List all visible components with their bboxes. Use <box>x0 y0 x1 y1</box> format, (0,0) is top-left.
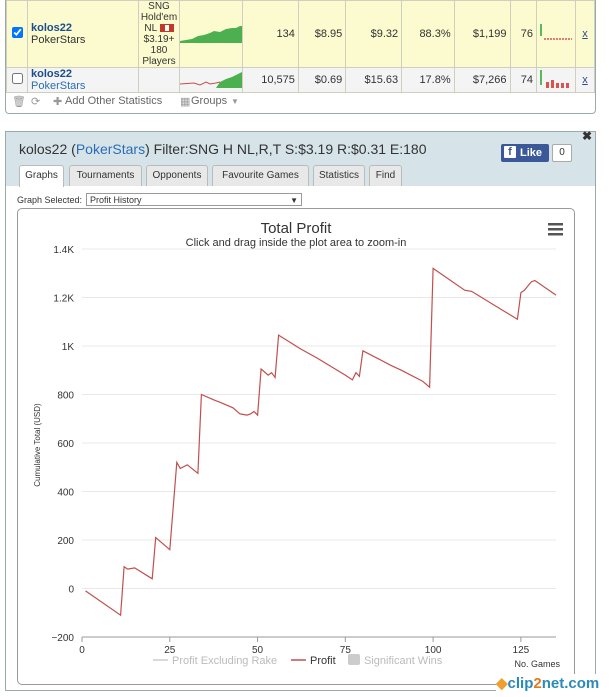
menu-icon-bar <box>548 233 563 236</box>
x-tick-label: 75 <box>340 645 352 656</box>
chevron-down-icon: ▼ <box>290 196 298 205</box>
graph-select[interactable]: Profit History ▼ <box>86 193 302 206</box>
legend-marker-significant-wins <box>348 654 360 665</box>
y-tick-label: 800 <box>57 391 74 402</box>
avg-profit: $9.32 <box>345 0 403 68</box>
game-description: SNG Hold'em NL $3.19+ 180 Players <box>138 0 180 68</box>
x-tick-label: 0 <box>79 645 85 656</box>
avg-buyin: $8.95 <box>297 0 347 68</box>
menu-icon-bar <box>548 223 563 226</box>
menu-icon-bar <box>548 228 563 231</box>
tab-tournaments[interactable]: Tournaments <box>69 165 142 186</box>
refresh-icon[interactable]: ⟳ <box>31 96 41 108</box>
add-other-statistics-button[interactable]: Add Other Statistics <box>65 95 163 107</box>
total-profit: $1,199 <box>453 0 511 68</box>
avg-buyin: $0.69 <box>297 67 347 93</box>
y-tick-label: 200 <box>57 536 74 547</box>
chart-subtitle: Click and drag inside the plot area to z… <box>186 237 407 249</box>
delete-row-link[interactable]: x <box>582 28 588 40</box>
y-axis-label: Cumulative Total (USD) <box>33 403 42 487</box>
game-description <box>138 67 180 93</box>
delete-row-link[interactable]: x <box>582 74 588 86</box>
legend-item-profit: Profit <box>310 655 336 667</box>
facebook-like-button[interactable]: f Like <box>501 144 549 162</box>
filter-text: Filter:SNG H NL,R,T S:$3.19 R:$0.31 E:18… <box>153 141 427 157</box>
mini-chart <box>536 67 576 93</box>
groups-icon: ▦ <box>180 96 191 108</box>
chevron-down-icon: ▼ <box>231 97 239 106</box>
tab-find[interactable]: Find <box>369 165 402 186</box>
tab-graphs[interactable]: Graphs <box>19 165 64 187</box>
ability-score: 76 <box>509 0 537 68</box>
y-tick-label: 600 <box>57 439 74 450</box>
clip-icon: ◆ <box>496 675 508 692</box>
total-profit: $7,266 <box>453 67 511 93</box>
player-name-link[interactable]: kolos22 <box>31 68 72 80</box>
y-tick-label: 0 <box>68 585 74 596</box>
mini-chart <box>536 0 576 68</box>
legend-item-excluding-rake: Profit Excluding Rake <box>172 655 277 667</box>
panel-header: kolos22 (PokerStars) Filter:SNG H NL,R,T… <box>6 129 595 187</box>
close-icon[interactable]: ✖ <box>581 129 592 143</box>
x-tick-label: 50 <box>252 645 264 656</box>
add-icon[interactable]: ✚ <box>53 96 63 108</box>
y-tick-label: 400 <box>57 488 74 499</box>
table-row[interactable]: kolos22 PokerStars SNG Hold'em NL $3.19+… <box>6 0 595 68</box>
player-name: kolos22 <box>19 141 68 157</box>
site-link[interactable]: PokerStars <box>75 141 146 157</box>
sparkline <box>179 67 243 93</box>
panel-title: kolos22 (PokerStars) Filter:SNG H NL,R,T… <box>19 141 427 157</box>
x-axis-label: No. Games <box>514 659 560 669</box>
chart-container: Total Profit Click and drag inside the pl… <box>17 208 575 685</box>
x-tick-label: 125 <box>513 645 530 656</box>
x-tick-label: 100 <box>425 645 442 656</box>
groups-dropdown[interactable]: Groups <box>191 95 228 107</box>
games-count: 134 <box>242 0 299 68</box>
menu-icon[interactable] <box>548 223 563 236</box>
sparkline-chart <box>180 25 242 43</box>
legend-item-significant-wins: Significant Wins <box>364 655 443 667</box>
avg-profit: $15.63 <box>345 67 403 93</box>
table-toolbar: 🗑 ⟳ ✚ Add Other Statistics ▦ Groups ▼ <box>6 92 595 112</box>
roi-value: 88.3% <box>401 0 455 68</box>
y-tick-label: −200 <box>51 633 74 644</box>
flag-icon <box>159 24 174 33</box>
site-name: PokerStars <box>31 34 86 46</box>
graph-selected-label: Graph Selected: <box>17 195 83 205</box>
sparkline-chart <box>179 71 242 88</box>
profit-series-line <box>85 267 557 617</box>
roi-value: 17.8% <box>401 67 455 93</box>
row-checkbox[interactable] <box>11 27 23 38</box>
site-name: PokerStars <box>31 80 86 92</box>
player-name-link[interactable]: kolos22 <box>31 22 72 34</box>
like-count: 0 <box>552 144 572 162</box>
y-tick-label: 1K <box>62 342 75 353</box>
row-checkbox[interactable] <box>11 73 23 84</box>
chart-title: Total Profit <box>261 220 333 237</box>
stats-table: kolos22 PokerStars SNG Hold'em NL $3.19+… <box>6 0 595 93</box>
stats-table-container: kolos22 PokerStars SNG Hold'em NL $3.19+… <box>5 0 596 114</box>
y-tick-label: 1.2K <box>53 294 74 305</box>
tab-statistics[interactable]: Statistics <box>313 165 365 186</box>
tab-favourite-games[interactable]: Favourite Games <box>212 165 309 186</box>
trash-icon[interactable]: 🗑 <box>12 96 26 108</box>
watermark-logo: ◆clip2net.com <box>496 674 610 697</box>
player-stats-panel: kolos22 (PokerStars) Filter:SNG H NL,R,T… <box>5 129 596 691</box>
ability-score: 74 <box>509 67 537 93</box>
x-tick-label: 25 <box>164 645 176 656</box>
facebook-icon: f <box>504 146 516 158</box>
table-row[interactable]: kolos22 PokerStars 10,575 $0.69 $15.63 1… <box>6 67 595 93</box>
tab-opponents[interactable]: Opponents <box>146 165 208 186</box>
games-count: 10,575 <box>242 67 299 93</box>
sparkline <box>179 0 243 68</box>
y-tick-label: 1.4K <box>53 245 74 256</box>
